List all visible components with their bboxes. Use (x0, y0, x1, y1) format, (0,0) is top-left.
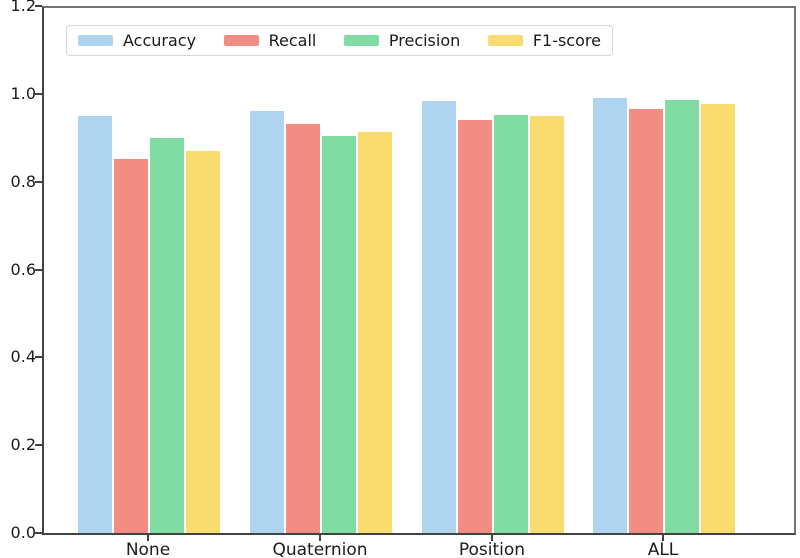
y-tick-mark (35, 268, 42, 271)
legend-label: F1-score (532, 31, 601, 50)
y-tick-label: 0.2 (10, 435, 36, 455)
y-tick-label: 0.4 (10, 347, 36, 367)
bar-precision-all (665, 100, 699, 533)
y-tick-mark (35, 5, 42, 7)
bar-recall-all (629, 109, 663, 533)
legend: Accuracy Recall Precision F1-score (66, 25, 613, 56)
legend-item-precision: Precision (343, 31, 461, 50)
plot-area: Accuracy Recall Precision F1-score (42, 6, 796, 535)
bar-recall-position (458, 120, 492, 533)
bars-layer (44, 8, 794, 533)
bar-accuracy-position (422, 101, 456, 533)
y-tick-label: 0.0 (10, 523, 36, 542)
bar-precision-quaternion (322, 135, 356, 533)
x-tick-mark (662, 535, 664, 541)
legend-label: Precision (388, 31, 461, 50)
bar-accuracy-none (78, 115, 112, 533)
legend-swatch-icon (78, 35, 113, 46)
x-tick-mark (147, 535, 149, 541)
legend-item-recall: Recall (223, 31, 317, 50)
y-tick-mark (35, 180, 42, 183)
bar-recall-quaternion (286, 123, 320, 533)
y-tick-mark (35, 444, 42, 447)
legend-swatch-icon (343, 35, 379, 46)
bar-precision-position (494, 114, 528, 533)
y-tick-mark (35, 532, 42, 534)
x-tick-mark (491, 535, 493, 541)
y-tick-label: 0.8 (10, 171, 36, 191)
x-tick-label-quaternion: Quaternion (272, 540, 368, 558)
legend-swatch-icon (487, 35, 523, 46)
bar-accuracy-quaternion (250, 111, 284, 533)
y-tick-label: 0.6 (10, 259, 36, 279)
x-tick-label-position: Position (458, 540, 526, 558)
bar-accuracy-all (593, 98, 627, 533)
y-tick-label: 1.0 (10, 83, 36, 103)
y-tick-mark (35, 92, 42, 95)
y-tick-label: 1.2 (10, 0, 36, 15)
legend-swatch-icon (223, 35, 259, 46)
x-tick-label-all: ALL (647, 540, 679, 558)
legend-label: Recall (268, 31, 317, 50)
x-tick-mark (319, 535, 321, 541)
legend-label: Accuracy (123, 31, 197, 50)
y-tick-mark (35, 356, 42, 359)
legend-item-f1-score: F1-score (487, 31, 601, 50)
bar-precision-none (150, 137, 184, 533)
bar-f1-score-all (701, 103, 735, 533)
x-tick-label-none: None (125, 540, 171, 558)
bar-recall-none (114, 158, 148, 533)
bar-f1-score-position (530, 115, 564, 533)
bar-f1-score-none (186, 150, 220, 533)
bar-f1-score-quaternion (358, 131, 392, 533)
legend-item-accuracy: Accuracy (78, 31, 196, 50)
